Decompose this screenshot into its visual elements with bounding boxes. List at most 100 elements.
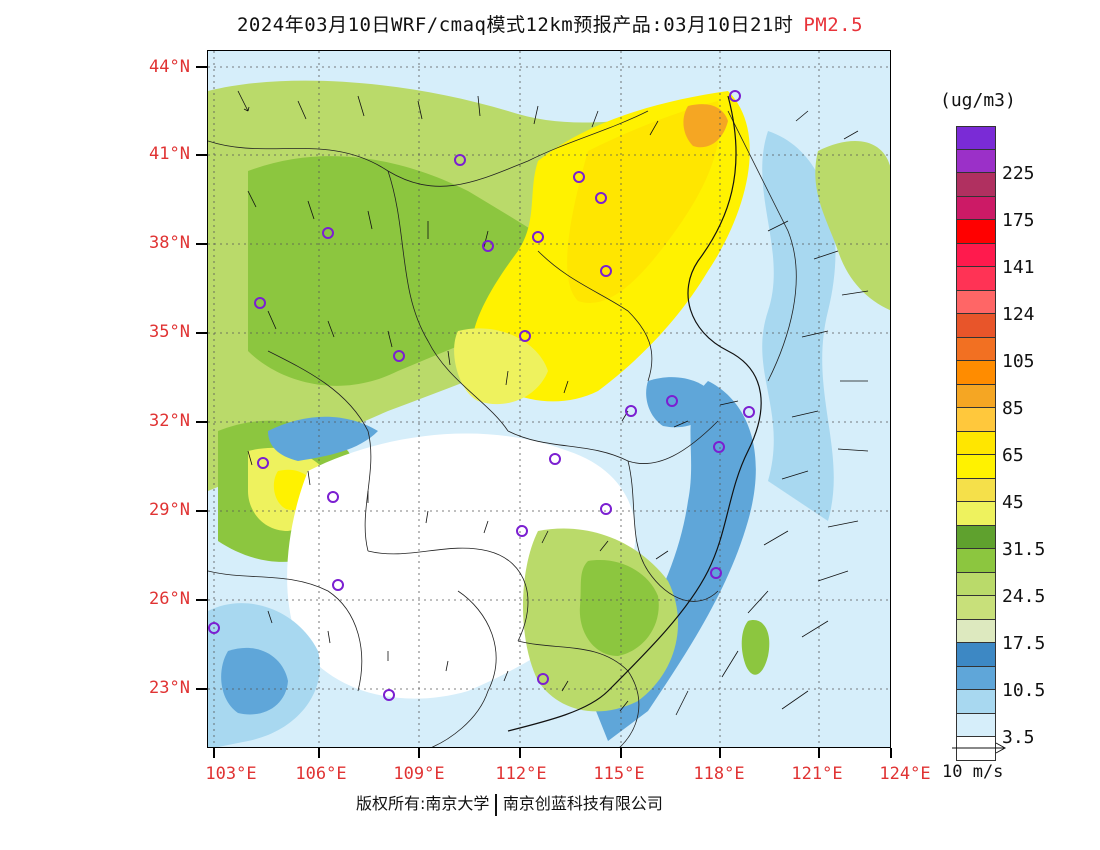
lat-label: 32°N bbox=[149, 411, 190, 431]
legend-label: 17.5 bbox=[1002, 633, 1046, 654]
city-marker bbox=[713, 441, 725, 453]
central-yellow bbox=[454, 328, 548, 405]
lon-label: 106°E bbox=[295, 764, 347, 784]
lon-label: 121°E bbox=[791, 764, 843, 784]
island bbox=[741, 620, 770, 675]
legend-color-box bbox=[956, 525, 996, 549]
graticule bbox=[208, 51, 890, 747]
city-marker bbox=[729, 90, 741, 102]
city-marker bbox=[322, 227, 334, 239]
lat-tick bbox=[196, 243, 208, 245]
lon-tick bbox=[818, 748, 820, 758]
lon-label: 112°E bbox=[495, 764, 547, 784]
legend-color-box bbox=[956, 619, 996, 643]
legend-color-box bbox=[956, 384, 996, 408]
low-concentration-core bbox=[355, 490, 576, 654]
sea-region bbox=[678, 91, 890, 747]
legend-label: 65 bbox=[1002, 445, 1024, 466]
northeast-green bbox=[815, 141, 890, 311]
lon-label: 115°E bbox=[593, 764, 645, 784]
wind-reference-arrow bbox=[950, 738, 1010, 762]
city-marker bbox=[519, 330, 531, 342]
legend-color-box bbox=[956, 243, 996, 267]
lon-label: 124°E bbox=[879, 764, 931, 784]
city-marker bbox=[482, 240, 494, 252]
legend-color-box bbox=[956, 196, 996, 220]
lon-label: 103°E bbox=[205, 764, 257, 784]
wind-vectors bbox=[237, 90, 869, 716]
lat-label: 26°N bbox=[149, 589, 190, 609]
city-marker bbox=[383, 689, 395, 701]
city-marker bbox=[573, 171, 585, 183]
north-green-core bbox=[248, 156, 608, 386]
legend-color-box bbox=[956, 267, 996, 291]
legend-label: 175 bbox=[1002, 210, 1035, 231]
lat-tick bbox=[196, 688, 208, 690]
legend-color-box bbox=[956, 666, 996, 690]
city-marker bbox=[208, 622, 220, 634]
legend-label: 31.5 bbox=[1002, 539, 1046, 560]
lat-label: 38°N bbox=[149, 233, 190, 253]
legend-unit: (ug/m3) bbox=[940, 90, 1016, 111]
legend-label: 225 bbox=[1002, 163, 1035, 184]
city-marker bbox=[600, 265, 612, 277]
legend-label: 85 bbox=[1002, 398, 1024, 419]
legend-color-box bbox=[956, 149, 996, 173]
city-marker bbox=[549, 453, 561, 465]
legend-color-box bbox=[956, 478, 996, 502]
legend-label: 3.5 bbox=[1002, 727, 1035, 748]
company-text: 南京创蓝科技有限公司 bbox=[502, 794, 663, 813]
legend-label: 105 bbox=[1002, 351, 1035, 372]
lon-label: 118°E bbox=[693, 764, 745, 784]
lon-tick bbox=[318, 748, 320, 758]
legend-color-box bbox=[956, 455, 996, 479]
north-plain-core bbox=[567, 101, 720, 303]
lat-label: 29°N bbox=[149, 500, 190, 520]
legend-color-box bbox=[956, 337, 996, 361]
city-marker bbox=[454, 154, 466, 166]
city-marker bbox=[743, 406, 755, 418]
blue-patch-east bbox=[646, 377, 718, 428]
hotspot-orange bbox=[683, 104, 728, 148]
lon-tick bbox=[620, 748, 622, 758]
coastline bbox=[507, 95, 762, 732]
copyright-text: 版权所有:南京大学 bbox=[356, 794, 490, 813]
south-green-core bbox=[579, 560, 659, 656]
lon-tick bbox=[213, 748, 215, 758]
lat-tick bbox=[196, 154, 208, 156]
city-marker bbox=[332, 579, 344, 591]
legend-label: 45 bbox=[1002, 492, 1024, 513]
lat-tick bbox=[196, 599, 208, 601]
legend-label: 141 bbox=[1002, 257, 1035, 278]
legend-color-box bbox=[956, 314, 996, 338]
legend-color-box bbox=[956, 220, 996, 244]
title-main: 2024年03月10日WRF/cmaq模式12km预报产品:03月10日21时 bbox=[236, 14, 794, 36]
lat-tick bbox=[196, 510, 208, 512]
lon-tick bbox=[519, 748, 521, 758]
southwest-blue-core bbox=[221, 647, 288, 715]
city-marker bbox=[532, 231, 544, 243]
legend-color-box bbox=[956, 690, 996, 714]
legend-color-box bbox=[956, 713, 996, 737]
city-marker bbox=[327, 491, 339, 503]
legend-label: 24.5 bbox=[1002, 586, 1046, 607]
city-marker bbox=[257, 457, 269, 469]
legend-color-box bbox=[956, 643, 996, 667]
lon-tick bbox=[890, 748, 892, 758]
lat-label: 41°N bbox=[149, 144, 190, 164]
color-legend bbox=[956, 126, 996, 761]
lat-label: 35°N bbox=[149, 322, 190, 342]
title-pollutant: PM2.5 bbox=[803, 14, 864, 36]
city-marker bbox=[710, 567, 722, 579]
lat-tick bbox=[196, 421, 208, 423]
city-marker bbox=[393, 350, 405, 362]
lat-label: 44°N bbox=[149, 57, 190, 77]
city-marker bbox=[666, 395, 678, 407]
lon-tick bbox=[719, 748, 721, 758]
city-marker bbox=[254, 297, 266, 309]
legend-color-box bbox=[956, 361, 996, 385]
legend-label: 10.5 bbox=[1002, 680, 1046, 701]
lon-tick bbox=[418, 748, 420, 758]
legend-color-box bbox=[956, 173, 996, 197]
copyright-footer: 版权所有:南京大学 南京创蓝科技有限公司 bbox=[356, 790, 663, 816]
